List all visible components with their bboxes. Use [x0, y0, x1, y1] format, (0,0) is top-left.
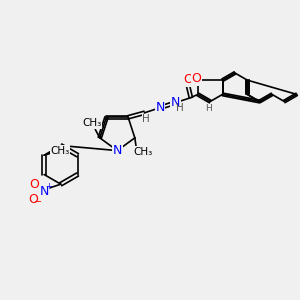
Text: N: N [171, 96, 180, 109]
Text: N: N [40, 185, 49, 198]
Text: H: H [176, 103, 183, 113]
Text: N: N [112, 144, 122, 157]
Text: O: O [28, 193, 38, 206]
Text: H: H [205, 103, 212, 112]
Text: +: + [45, 182, 52, 191]
Text: CH₃: CH₃ [82, 118, 101, 128]
Text: O: O [191, 72, 201, 85]
Text: O: O [183, 73, 193, 86]
Text: CH₃: CH₃ [50, 146, 70, 156]
Text: N: N [155, 101, 165, 114]
Text: −: − [34, 197, 43, 207]
Text: O: O [29, 178, 39, 191]
Text: H: H [142, 114, 150, 124]
Text: CH₃: CH₃ [133, 147, 152, 157]
